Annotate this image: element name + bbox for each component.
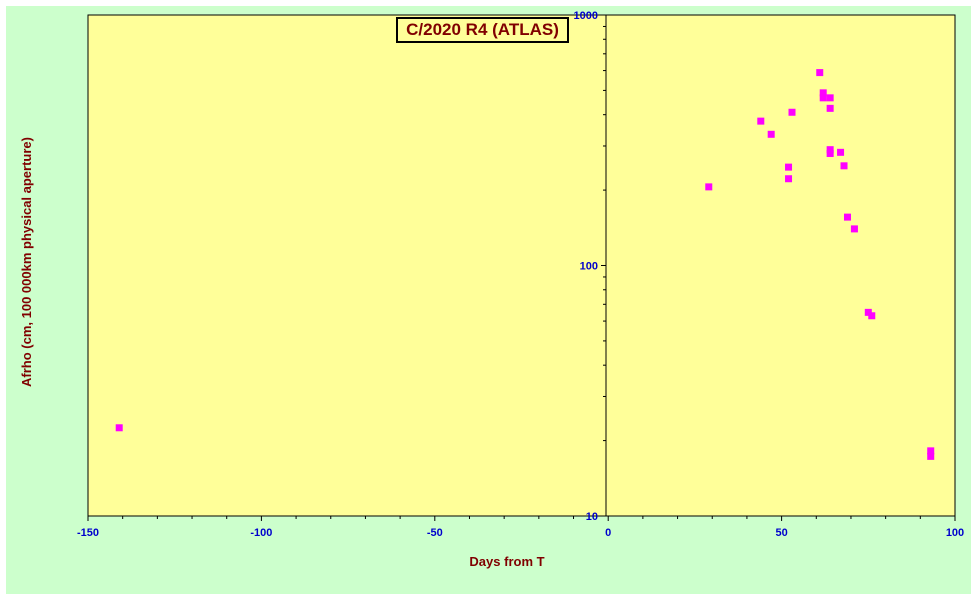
- data-point: [826, 149, 834, 157]
- data-point: [788, 108, 796, 116]
- y-axis-title: Afrho (cm, 100 000km physical aperture): [19, 137, 34, 387]
- data-point: [927, 447, 935, 455]
- x-tick-label: -50: [427, 527, 443, 539]
- x-tick-label: 50: [775, 527, 787, 539]
- data-point: [826, 104, 834, 112]
- data-point: [868, 312, 876, 320]
- data-point: [826, 94, 834, 102]
- data-point: [850, 225, 858, 233]
- y-tick-label: 100: [580, 261, 598, 273]
- y-tick-label: 10: [586, 511, 598, 523]
- data-point: [785, 163, 793, 171]
- data-point: [115, 424, 123, 432]
- data-point: [705, 183, 713, 191]
- data-point: [757, 117, 765, 125]
- data-point: [767, 130, 775, 138]
- chart-title: C/2020 R4 (ATLAS): [396, 17, 569, 43]
- data-point: [840, 162, 848, 170]
- plot-area: [87, 14, 956, 517]
- x-axis-title: Days from T: [469, 554, 544, 569]
- x-tick-label: 0: [605, 527, 611, 539]
- x-tick-label: -150: [77, 527, 99, 539]
- data-point: [816, 69, 824, 77]
- data-point: [819, 89, 827, 97]
- data-point: [843, 213, 851, 221]
- x-tick-label: -100: [250, 527, 272, 539]
- data-point: [927, 452, 935, 460]
- data-point: [837, 148, 845, 156]
- x-tick-label: 100: [946, 527, 964, 539]
- data-point: [785, 175, 793, 183]
- y-tick-label: 1000: [574, 10, 598, 22]
- data-point: [819, 94, 827, 102]
- data-point: [826, 146, 834, 154]
